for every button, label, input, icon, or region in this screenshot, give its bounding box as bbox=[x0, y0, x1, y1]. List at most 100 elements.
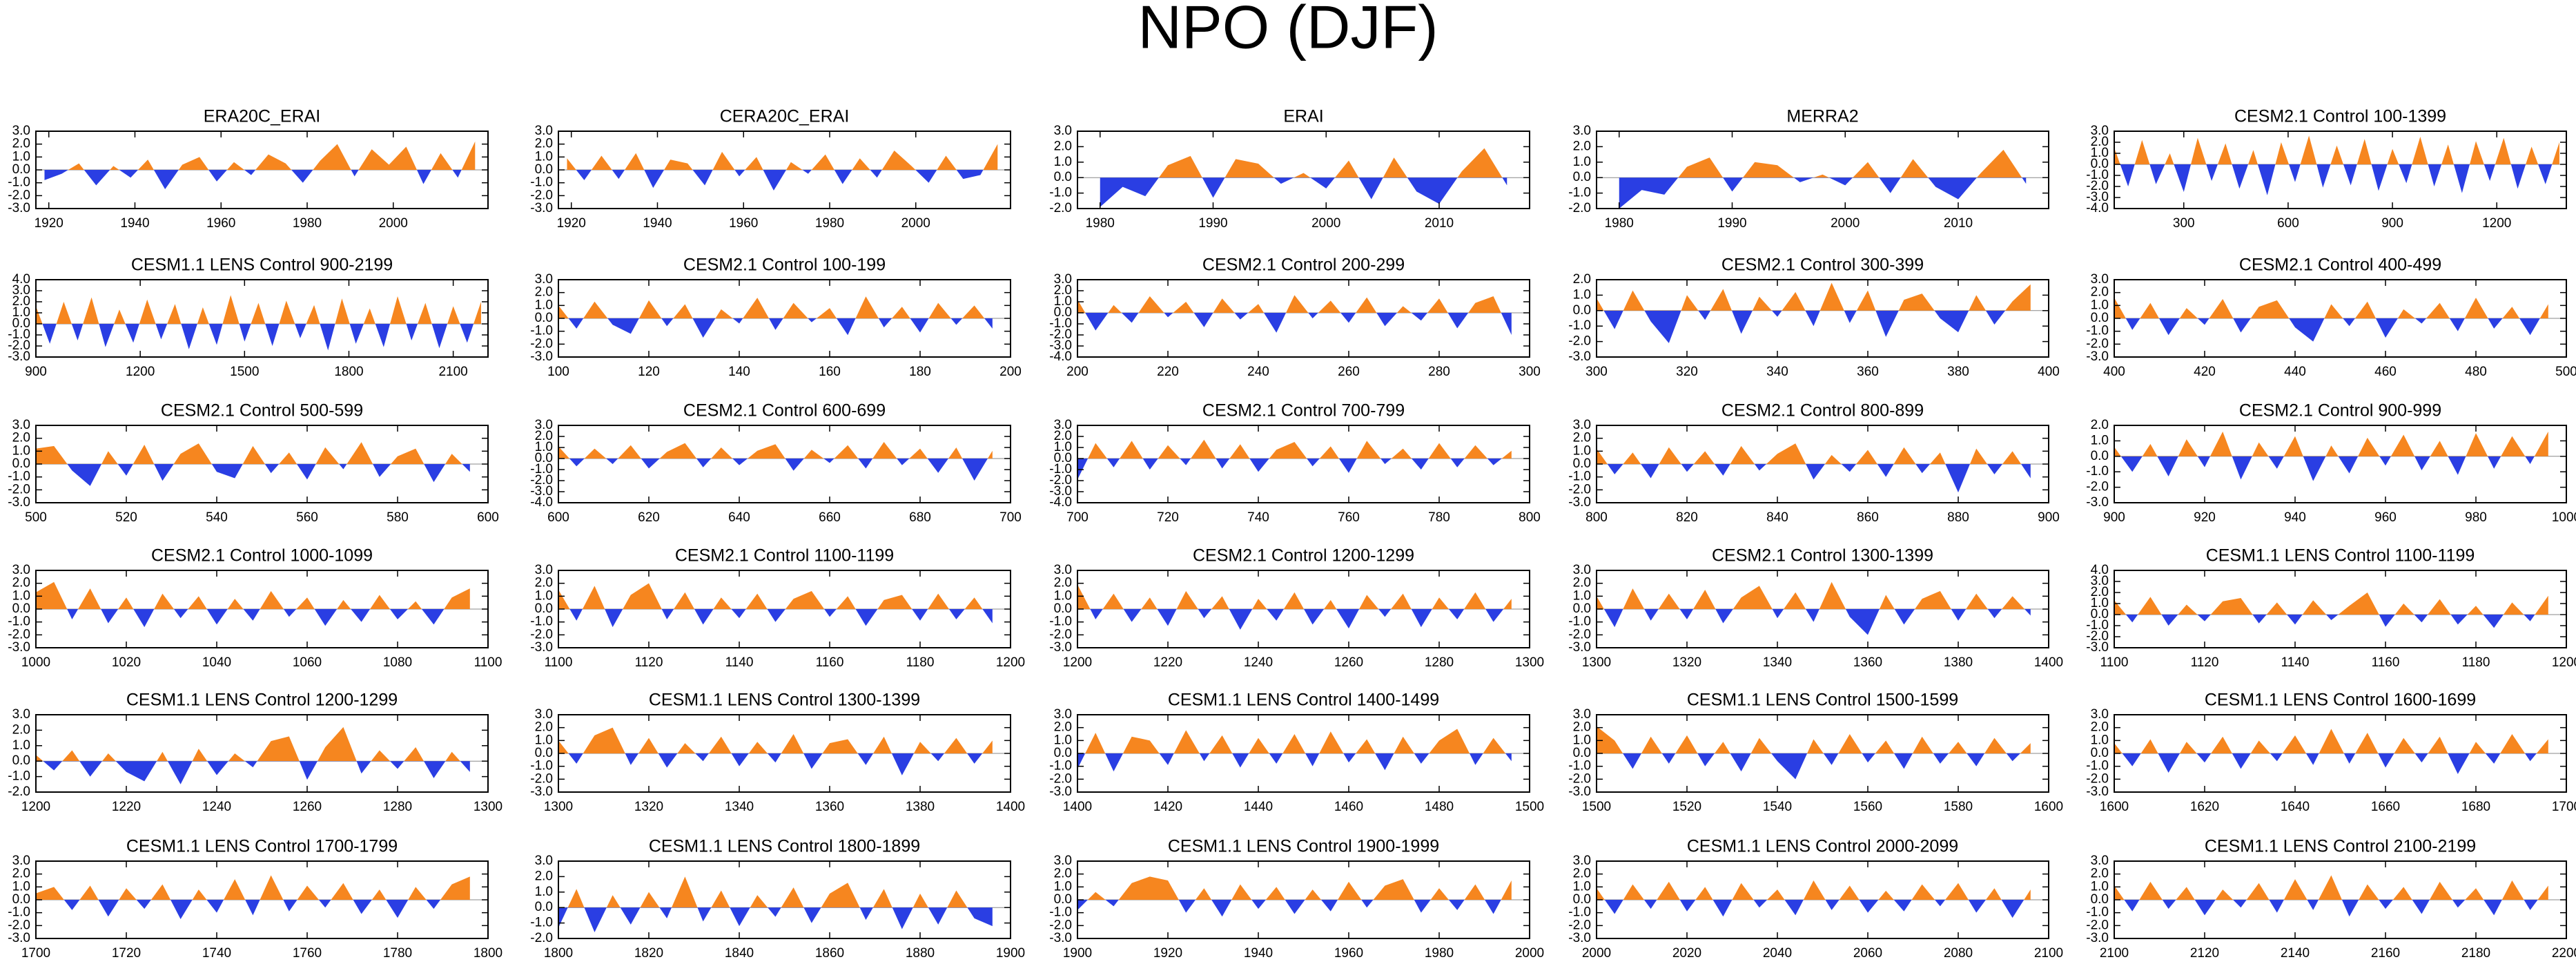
panel: CESM2.1 Control 1000-1099 3.02.01.00.0-1.… bbox=[8, 546, 502, 670]
x-tick-label: 1400 bbox=[996, 800, 1025, 814]
x-tick-label: 220 bbox=[1157, 365, 1179, 379]
x-tick-label: 1960 bbox=[729, 216, 758, 231]
y-tick-label: -4.0 bbox=[2086, 201, 2109, 215]
x-tick-label: 500 bbox=[25, 510, 47, 525]
x-tick-label: 1220 bbox=[1153, 655, 1182, 670]
panel: CESM1.1 LENS Control 1700-1799 3.02.01.00… bbox=[8, 837, 502, 961]
y-tick-label: -2.0 bbox=[530, 627, 553, 642]
y-tick-label: 3.0 bbox=[1573, 124, 1591, 138]
panel: MERRA2 3.02.0 1.00.0 -1.0-2.0 1980 1990 2000 20… bbox=[1568, 107, 2049, 231]
x-tick-label: 1000 bbox=[2552, 510, 2576, 525]
x-tick-label: 880 bbox=[1947, 510, 1969, 525]
x-tick-label: 1940 bbox=[120, 216, 149, 231]
x-tick-label: 1480 bbox=[1425, 800, 1454, 814]
y-tick-label: 1.0 bbox=[535, 149, 553, 164]
x-tick-label: 500 bbox=[2555, 365, 2576, 379]
y-tick-label: -2.0 bbox=[8, 627, 30, 642]
x-tick-label: 1260 bbox=[1334, 655, 1363, 670]
y-tick-label: 2.0 bbox=[1054, 867, 1072, 881]
y-tick-label: -3.0 bbox=[1049, 484, 1072, 499]
panel: CESM2.1 Control 600-6993.02.01.00.0-1.0-… bbox=[530, 401, 1022, 525]
anomaly-area bbox=[1077, 439, 1512, 480]
y-tick-label: -1.0 bbox=[1049, 905, 1072, 920]
plot-frame bbox=[35, 714, 489, 793]
x-tick-label: 2180 bbox=[2461, 946, 2490, 961]
x-tick-label: 1200 bbox=[996, 655, 1025, 670]
y-tick-label: 2.0 bbox=[1573, 139, 1591, 153]
y-tick-label: 3.0 bbox=[1054, 563, 1072, 577]
y-tick-label: -3.0 bbox=[2086, 931, 2109, 945]
y-tick-label: -2.0 bbox=[530, 336, 553, 351]
y-tick-label: 0.0 bbox=[1573, 456, 1591, 471]
y-tick-label: 2.0 bbox=[535, 720, 553, 735]
y-tick-label: 0.0 bbox=[12, 753, 30, 768]
anomaly-area bbox=[1077, 876, 1512, 917]
x-tick-label: 1900 bbox=[1063, 946, 1092, 961]
x-tick-label: 1320 bbox=[1672, 655, 1701, 670]
panel-title: CESM1.1 LENS Control 2000-2099 bbox=[1687, 837, 1958, 856]
x-tick-label: 2100 bbox=[2034, 946, 2063, 961]
y-tick-label: 3.0 bbox=[1054, 124, 1072, 138]
plot-frame bbox=[1596, 425, 2049, 503]
anomaly-area bbox=[2114, 135, 2559, 195]
x-tick-label: 1980 bbox=[1605, 216, 1634, 231]
y-tick-label: 3.0 bbox=[12, 707, 30, 722]
anomaly-area bbox=[1597, 581, 2031, 635]
x-tick-label: 1820 bbox=[634, 946, 663, 961]
x-tick-label: 600 bbox=[2277, 216, 2299, 231]
x-tick-label: 1800 bbox=[474, 946, 502, 961]
x-tick-label: 920 bbox=[2194, 510, 2216, 525]
y-tick-label: -2.0 bbox=[1568, 201, 1591, 215]
panel: CESM2.1 Control 300-399 2.01.00.0-1.0-2.0… bbox=[1568, 256, 2060, 379]
y-tick-label: -3.0 bbox=[530, 640, 553, 655]
panel-title: CESM2.1 Control 1100-1199 bbox=[675, 546, 894, 566]
y-tick-label: 1.0 bbox=[535, 733, 553, 747]
plot-frame bbox=[1077, 714, 1530, 793]
y-tick-label: -2.0 bbox=[2086, 336, 2109, 351]
x-tick-label: 1080 bbox=[383, 655, 412, 670]
panel: ERA20C_ERAI 3.02.01.00.0-1.0-2.0-3.0 1920 1… bbox=[8, 107, 489, 231]
x-tick-label: 1260 bbox=[293, 800, 322, 814]
panel: CERA20C_ERAI 3.02.01.00.0-1.0-2.0-3.0 1920… bbox=[530, 107, 1011, 231]
y-tick-label: -1.0 bbox=[530, 462, 553, 476]
y-tick-label: 3.0 bbox=[2091, 124, 2109, 138]
y-tick-label: 0.0 bbox=[1054, 892, 1072, 907]
x-tick-label: 680 bbox=[909, 510, 931, 525]
x-tick-label: 740 bbox=[1247, 510, 1269, 525]
y-tick-label: -1.0 bbox=[1568, 905, 1591, 920]
y-tick-label: 3.0 bbox=[535, 124, 553, 138]
anomaly-area bbox=[558, 296, 993, 338]
x-tick-label: 700 bbox=[999, 510, 1022, 525]
x-tick-label: 660 bbox=[819, 510, 841, 525]
anomaly-area bbox=[567, 144, 998, 191]
y-tick-label: 1.0 bbox=[1054, 440, 1072, 454]
y-tick-label: 0.0 bbox=[1573, 892, 1591, 907]
x-tick-label: 2200 bbox=[2552, 946, 2576, 961]
y-tick-label: -1.0 bbox=[530, 615, 553, 629]
y-tick-label: 3.0 bbox=[12, 283, 30, 298]
x-tick-label: 1700 bbox=[2552, 800, 2576, 814]
panel-title: CESM2.1 Control 200-299 bbox=[1202, 256, 1405, 275]
x-tick-label: 2080 bbox=[1944, 946, 1973, 961]
x-tick-label: 600 bbox=[547, 510, 569, 525]
x-tick-label: 2000 bbox=[1311, 216, 1340, 231]
x-tick-label: 1940 bbox=[1244, 946, 1273, 961]
y-tick-label: -1.0 bbox=[8, 470, 30, 484]
x-tick-label: 120 bbox=[638, 365, 660, 379]
panel: CESM1.1 LENS Control 900-2199 4.03.02.01.… bbox=[8, 256, 489, 379]
plot-frame bbox=[1077, 131, 1530, 209]
y-tick-label: -2.0 bbox=[8, 784, 30, 799]
panel-title: CESM1.1 LENS Control 2100-2199 bbox=[2205, 837, 2476, 856]
y-tick-label: -1.0 bbox=[2086, 759, 2109, 773]
y-tick-label: -2.0 bbox=[1568, 771, 1591, 786]
y-tick-label: 2.0 bbox=[1054, 139, 1072, 153]
y-tick-label: -3.0 bbox=[1049, 784, 1072, 799]
y-tick-label: 3.0 bbox=[1573, 418, 1591, 432]
panel: CESM1.1 LENS Control 1900-1999 3.02.01.00… bbox=[1049, 837, 1544, 961]
plot-frame bbox=[2114, 131, 2567, 209]
y-tick-label: 0.0 bbox=[2091, 157, 2109, 171]
x-tick-label: 1600 bbox=[2100, 800, 2129, 814]
x-tick-label: 600 bbox=[477, 510, 499, 525]
y-tick-label: -2.0 bbox=[2086, 918, 2109, 932]
x-tick-label: 840 bbox=[1766, 510, 1788, 525]
